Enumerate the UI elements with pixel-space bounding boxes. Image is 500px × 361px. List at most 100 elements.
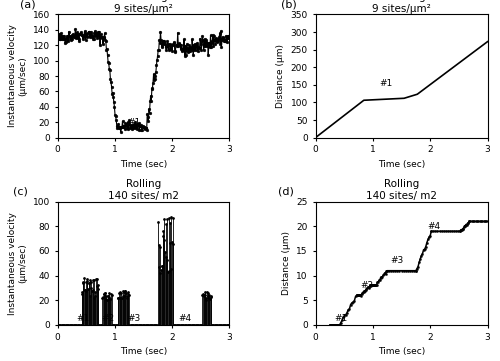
Point (218, 322, 226, 328)
Point (144, 322, 152, 328)
Text: #1: #1 (76, 314, 89, 323)
Point (68, 322, 76, 328)
Point (175, 322, 183, 328)
Point (60, 322, 68, 328)
Point (160, 216, 168, 222)
Point (86, 293, 94, 299)
Point (124, 290, 132, 295)
Point (218, 322, 226, 328)
Point (184, 322, 192, 328)
Point (208, 322, 216, 328)
Point (163, 258, 171, 264)
Point (100, 292, 108, 297)
Point (194, 322, 202, 328)
Point (139, 322, 147, 328)
Point (213, 322, 221, 328)
Point (130, 322, 138, 328)
Point (222, 322, 230, 328)
Point (170, 322, 177, 328)
Point (96, 322, 104, 328)
Point (79, 280, 87, 286)
Point (74, 322, 82, 328)
Point (107, 291, 115, 297)
Point (169, 241, 177, 247)
Point (94, 286, 102, 292)
Point (111, 322, 119, 328)
Point (216, 322, 224, 328)
Point (64, 322, 72, 328)
Text: (d): (d) (278, 186, 293, 196)
Point (198, 322, 205, 328)
Point (157, 267, 165, 273)
Point (97, 322, 105, 328)
Point (128, 322, 136, 328)
Point (112, 322, 120, 328)
Point (58, 322, 66, 328)
X-axis label: Time (sec): Time (sec) (120, 347, 167, 356)
Point (57, 322, 65, 328)
Point (149, 322, 157, 328)
Point (62, 322, 70, 328)
Point (88, 277, 96, 283)
Point (146, 322, 154, 328)
Point (64, 322, 72, 328)
Point (190, 322, 198, 328)
Point (176, 322, 184, 328)
Point (158, 264, 166, 269)
Point (98, 295, 106, 301)
Point (120, 289, 128, 295)
Point (103, 297, 111, 303)
Point (70, 322, 78, 328)
Point (72, 322, 80, 328)
Point (176, 322, 184, 328)
Point (76, 322, 84, 328)
Point (96, 322, 104, 328)
Text: #2: #2 (360, 281, 374, 290)
Point (54, 322, 62, 328)
Point (190, 322, 198, 328)
Point (138, 322, 146, 328)
Point (196, 322, 204, 328)
Title: Tethering
9 sites/μm²: Tethering 9 sites/μm² (372, 0, 431, 14)
Point (99, 295, 107, 300)
Point (126, 322, 134, 328)
Point (96, 322, 104, 328)
Point (164, 215, 172, 221)
Point (142, 322, 150, 328)
Point (98, 322, 106, 328)
Point (222, 322, 230, 328)
Point (190, 322, 198, 328)
Point (114, 295, 122, 301)
Point (78, 290, 86, 295)
Point (215, 322, 223, 328)
Point (181, 322, 189, 328)
Point (168, 216, 176, 221)
Point (188, 322, 196, 328)
Point (115, 290, 123, 296)
Point (170, 322, 178, 328)
Point (140, 322, 148, 328)
Point (62, 322, 70, 328)
Point (88, 288, 96, 294)
Point (137, 322, 145, 328)
Point (207, 294, 215, 300)
Point (130, 322, 138, 328)
Point (156, 270, 164, 275)
Point (58, 322, 66, 328)
Point (183, 322, 191, 328)
Point (131, 322, 139, 328)
Point (66, 322, 74, 328)
Point (72, 322, 80, 328)
Point (126, 322, 134, 328)
Point (168, 239, 176, 245)
Y-axis label: Distance (μm): Distance (μm) (282, 231, 291, 295)
Point (61, 322, 69, 328)
Point (76, 322, 84, 328)
Point (219, 322, 227, 328)
Point (156, 244, 164, 249)
Point (66, 322, 74, 328)
Point (192, 322, 200, 328)
Point (198, 322, 206, 328)
Point (132, 322, 140, 328)
Point (138, 322, 145, 328)
